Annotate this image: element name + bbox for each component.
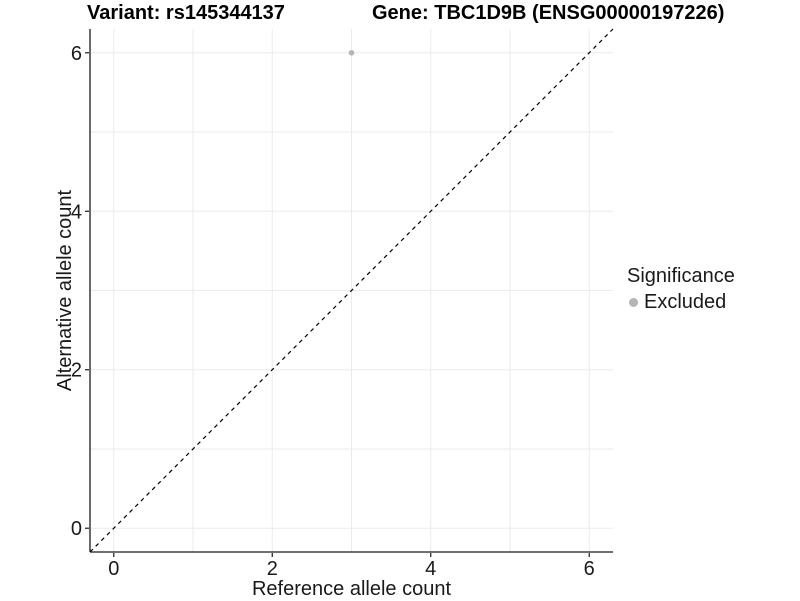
y-axis-title-container: Alternative allele count bbox=[52, 29, 80, 552]
data-point bbox=[348, 49, 355, 56]
excluded-marker-icon bbox=[629, 297, 638, 307]
x-tick-label: 2 bbox=[267, 558, 278, 580]
identity-reference-line bbox=[89, 28, 614, 553]
plot-title-variant: Variant: rs145344137 bbox=[87, 2, 285, 24]
legend-item-excluded: Excluded bbox=[627, 291, 735, 313]
y-axis-title: Alternative allele count bbox=[54, 189, 77, 392]
y-tick-label: 6 bbox=[71, 43, 82, 65]
y-tick-label: 2 bbox=[71, 360, 82, 382]
x-tick-label: 4 bbox=[425, 558, 436, 580]
x-tick-label: 6 bbox=[584, 558, 595, 580]
x-tick-label: 0 bbox=[108, 558, 119, 580]
x-axis-title: Reference allele count bbox=[251, 578, 451, 600]
legend-title: Significance bbox=[627, 265, 735, 287]
legend-item-label: Excluded bbox=[644, 291, 727, 313]
plot-title-gene: Gene: TBC1D9B (ENSG00000197226) bbox=[372, 2, 725, 24]
legend: Significance Excluded bbox=[627, 264, 735, 313]
y-tick-label: 0 bbox=[71, 518, 82, 540]
y-tick-label: 4 bbox=[71, 201, 82, 223]
